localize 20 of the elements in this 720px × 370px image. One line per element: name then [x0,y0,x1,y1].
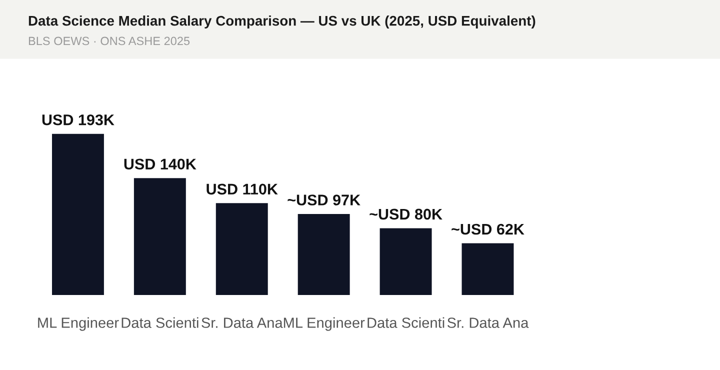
bar [298,214,350,295]
bar [216,203,268,295]
chart-subtitle: BLS OEWS · ONS ASHE 2025 [28,36,190,46]
x-tick-label: Data Scienti [122,317,198,328]
x-tick-label: Sr. Data Ana [447,318,529,328]
chart-title: Data Science Median Salary Comparison — US vs UK (2025, USD Equivalent) [28,16,536,28]
data-label: ~USD 80K [370,208,442,220]
data-label: USD 193K [42,114,114,126]
bar [462,243,514,295]
x-tick-label: Sr. Data Ana [202,318,283,328]
bar [380,228,432,295]
data-label: ~USD 97K [288,194,360,206]
bar [52,134,104,295]
x-tick-label: ML Engineer [284,317,365,331]
data-label: USD 140K [124,158,196,170]
x-tick-label: ML Engineer [38,317,119,331]
bar [134,178,186,295]
data-label: ~USD 62K [452,224,524,235]
x-tick-label: Data Scienti [368,317,444,328]
data-label: USD 110K [206,184,278,195]
